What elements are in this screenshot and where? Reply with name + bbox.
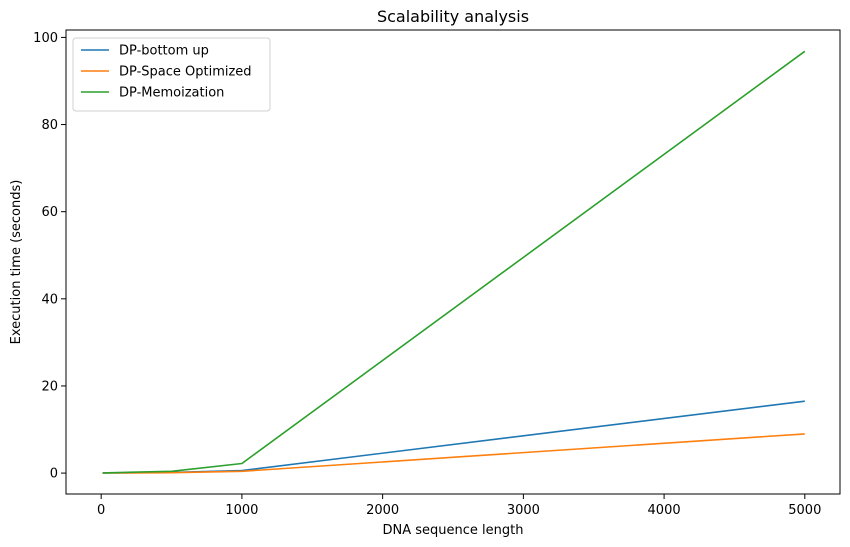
y-tick-label: 40: [41, 292, 58, 307]
series-line-1: [102, 400, 805, 474]
legend-label: DP-bottom up: [119, 44, 209, 59]
chart-title: Scalability analysis: [377, 7, 529, 26]
legend-label: DP-Memoization: [119, 86, 224, 101]
legend-label: DP-Space Optimized: [119, 65, 252, 80]
x-axis-label: DNA sequence length: [383, 523, 524, 538]
legend-box: [72, 37, 271, 112]
x-tick-label: 4000: [648, 503, 681, 518]
x-tick-label: 3000: [507, 503, 540, 518]
x-axis: 0 1000 2000 3000 4000 5000: [97, 494, 821, 518]
x-tick-label: 2000: [366, 503, 399, 518]
x-tick-label: 0: [97, 503, 105, 518]
y-tick-label: 20: [41, 379, 58, 394]
y-axis-label: Execution time (seconds): [9, 180, 24, 345]
x-tick-label: 5000: [788, 503, 821, 518]
series-lines: [102, 50, 806, 474]
plot-area: [65, 29, 841, 495]
x-tick-label: 1000: [225, 503, 258, 518]
series-line-3: [102, 50, 806, 474]
y-tick-label: 60: [41, 205, 58, 220]
y-tick-label: 0: [50, 467, 58, 482]
legend: DP-bottom up DP-Space Optimized DP-Memoiza…: [72, 37, 271, 112]
y-tick-label: 100: [33, 31, 58, 46]
y-tick-label: 80: [41, 118, 58, 133]
y-axis: 0 20 40 60 80 100: [33, 31, 66, 482]
